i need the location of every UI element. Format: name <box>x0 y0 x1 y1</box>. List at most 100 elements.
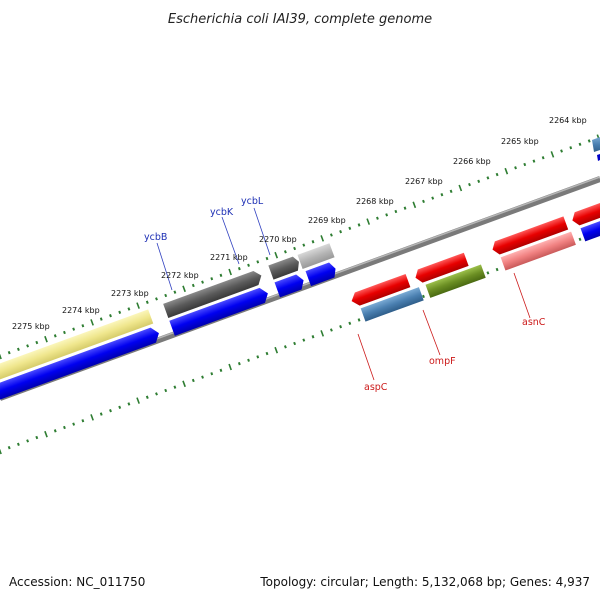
feature-blue-reverse-4 <box>305 262 336 287</box>
inner-ruler-tick <box>155 392 158 396</box>
tick-label-2273: 2273 kbp <box>111 289 149 298</box>
inner-ruler-tick <box>219 368 223 373</box>
outer-ruler-tick <box>109 314 112 318</box>
outer-ruler-tick <box>329 233 333 237</box>
outer-ruler-tick <box>164 293 168 298</box>
outer-ruler-tick <box>136 302 140 309</box>
feature-ompF <box>425 264 486 298</box>
outer-ruler-tick <box>274 251 279 259</box>
inner-ruler-tick <box>164 388 168 393</box>
inner-ruler-tick <box>357 318 361 322</box>
ycbB-leader <box>156 242 173 291</box>
outer-ruler-tick <box>560 149 563 153</box>
outer-ruler-tick <box>477 179 481 183</box>
inner-ruler-tick <box>191 378 195 383</box>
outer-ruler-tick <box>468 182 471 187</box>
ompF-leader <box>422 309 441 356</box>
outer-ruler-tick <box>228 268 232 276</box>
inner-ruler-tick <box>7 445 11 450</box>
inner-ruler-tick <box>53 429 57 433</box>
map-title: Escherichia coli IAI39, complete genome <box>168 12 432 27</box>
outer-ruler-tick <box>210 277 214 281</box>
inner-ruler-tick <box>136 397 140 404</box>
inner-ruler-tick <box>127 402 131 406</box>
tick-label-2270: 2270 kbp <box>259 235 297 244</box>
outer-ruler-tick <box>26 344 30 348</box>
outer-ruler-tick <box>0 353 2 360</box>
outer-ruler-tick <box>495 172 499 177</box>
outer-ruler-tick <box>449 189 453 194</box>
outer-ruler-tick <box>201 280 204 284</box>
tick-label-2271: 2271 kbp <box>210 253 248 262</box>
outer-ruler-tick <box>422 199 425 204</box>
inner-ruler-tick <box>210 372 214 376</box>
outer-ruler-tick <box>293 246 297 251</box>
inner-ruler-tick <box>320 330 325 337</box>
outer-ruler-tick <box>504 167 509 175</box>
feature-red-forward-1 <box>351 273 411 306</box>
outer-ruler-tick <box>311 240 315 244</box>
outer-ruler-tick <box>302 243 306 247</box>
inner-ruler-tick <box>283 345 287 349</box>
inner-ruler-tick <box>247 358 250 362</box>
outer-ruler-tick <box>16 347 20 351</box>
outer-ruler-tick <box>569 146 573 150</box>
tick-label-2268: 2268 kbp <box>356 197 394 206</box>
inner-ruler-tick <box>302 338 306 342</box>
outer-ruler-tick <box>265 256 269 261</box>
outer-ruler-tick <box>72 327 76 331</box>
feature-ycbL <box>297 243 335 269</box>
outer-ruler-tick <box>237 266 241 271</box>
feature-asnC <box>500 231 576 271</box>
gene-label-ycbK: ycbK <box>210 207 234 218</box>
feature-steel-partial <box>592 137 600 152</box>
inner-ruler-tick <box>118 405 122 409</box>
inner-ruler-tick <box>0 448 2 455</box>
gene-label-aspC: aspC <box>364 382 388 393</box>
gene-label-ompF: ompF <box>429 356 456 367</box>
outer-ruler-tick <box>376 216 379 220</box>
outer-ruler-tick <box>523 162 527 167</box>
inner-ruler-tick <box>109 409 112 413</box>
outer-ruler-tick <box>90 319 94 326</box>
feature-blue-reverse-2 <box>169 287 268 336</box>
feature-yellow <box>0 309 154 396</box>
outer-ruler-tick <box>99 317 103 321</box>
inner-ruler-tick <box>182 380 186 388</box>
outer-ruler-tick <box>431 196 435 200</box>
feature-red-forward-3 <box>492 216 569 255</box>
outer-ruler-tick <box>44 335 48 343</box>
inner-ruler-tick <box>348 321 352 325</box>
feature-ycbB <box>163 270 262 318</box>
genome-summary-text: Topology: circular; Length: 5,132,068 bp… <box>259 575 590 589</box>
outer-ruler-tick <box>403 206 407 210</box>
inner-ruler-tick <box>265 351 269 356</box>
outer-ruler-tick <box>219 273 223 278</box>
outer-ruler-tick <box>339 230 343 234</box>
tick-label-2269: 2269 kbp <box>308 216 346 225</box>
feature-aspC <box>360 287 424 322</box>
outer-ruler-tick <box>366 218 371 225</box>
inner-ruler-tick <box>173 385 177 389</box>
inner-ruler-tick <box>26 439 30 443</box>
outer-ruler-tick <box>173 290 177 294</box>
outer-ruler-tick <box>541 156 545 160</box>
outer-ruler-tick <box>155 297 158 301</box>
inner-ruler-tick <box>44 430 48 438</box>
inner-ruler-tick <box>256 355 260 359</box>
inner-ruler-tick <box>63 425 66 430</box>
inner-ruler-tick <box>237 361 241 366</box>
outer-ruler-tick <box>256 260 260 264</box>
outer-ruler-tick <box>35 340 39 345</box>
outer-ruler-tick <box>63 330 66 335</box>
outer-ruler-tick <box>440 193 444 197</box>
inner-ruler-tick <box>422 294 425 299</box>
outer-ruler-tick <box>514 166 517 170</box>
tick-label-2264: 2264 kbp <box>549 116 587 125</box>
inner-ruler-tick <box>16 442 20 446</box>
aspC-leader <box>357 333 375 381</box>
inner-ruler-tick <box>72 422 76 426</box>
ycbL-leader <box>253 207 271 256</box>
outer-ruler-tick <box>7 350 11 355</box>
